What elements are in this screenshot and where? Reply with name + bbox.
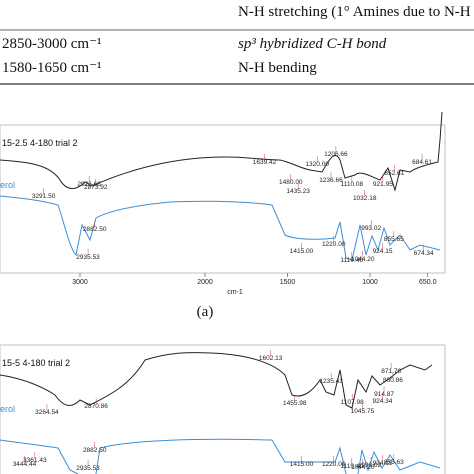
peak-label: 1236.66 — [319, 177, 343, 184]
peak-label: 1107.98 — [341, 399, 364, 406]
peak-label: 914.87 — [374, 391, 394, 398]
peak-label: 993.02 — [361, 225, 381, 232]
peak-label: 3291.50 — [32, 193, 56, 200]
peak-label: 1415.00 — [290, 461, 314, 468]
peak-label: 1435.23 — [286, 188, 310, 195]
peak-label: 924.15 — [373, 248, 393, 255]
peak-label: 855.65 — [384, 236, 404, 243]
peak-label: 1045.75 — [351, 408, 375, 415]
peak-label: 921.95 — [373, 181, 393, 188]
plot-frame — [0, 344, 446, 474]
peak-label: 1639.42 — [253, 159, 277, 166]
peak-label: 674.34 — [414, 250, 434, 257]
peak-label: 860.86 — [383, 377, 403, 384]
peak-label: 2935.53 — [76, 465, 100, 472]
peak-label: 1220.00 — [322, 461, 346, 468]
axis-label: cm-1 — [227, 289, 243, 296]
peak-label: 3264.54 — [35, 409, 59, 416]
peak-label: 1220.00 — [322, 241, 346, 248]
peak-label: 1602.13 — [259, 355, 283, 362]
peak-label: 1044.20 — [351, 256, 375, 263]
peak-label: 1110.40 — [341, 257, 364, 264]
reference-spectrum — [0, 438, 441, 474]
peak-label: 993.02 — [361, 462, 381, 469]
sample-spectrum — [0, 352, 433, 409]
table-cell: 2850-3000 cm⁻¹ — [2, 36, 102, 52]
peak-label: 2882.50 — [83, 226, 107, 233]
peak-label: 2882.50 — [83, 447, 107, 454]
plot-frame — [0, 124, 446, 274]
peak-label: 852.61 — [384, 170, 404, 177]
peak-label: 2870.86 — [84, 403, 108, 410]
peak-label: 855.63 — [384, 459, 404, 466]
peak-label: 1110.40 — [341, 463, 364, 470]
axis-tick-label: 650.0 — [419, 279, 437, 286]
sample-label: 15-2.5 4-180 trial 2 — [2, 138, 78, 148]
caption: (a) — [197, 304, 214, 320]
peak-label: 1320.00 — [305, 161, 329, 168]
sample-spectrum — [0, 111, 443, 192]
peak-label: 1032.18 — [353, 195, 377, 202]
peak-label: 1235.43 — [319, 378, 343, 385]
axis-tick-label: 1000 — [362, 279, 378, 286]
peak-label: 1480.00 — [279, 179, 303, 186]
peak-label: 2935.53 — [76, 254, 100, 261]
reference-spectrum — [0, 195, 441, 261]
table-cell: N-H bending — [238, 60, 317, 76]
peak-label: 2873.92 — [84, 184, 108, 191]
peak-label: 1206.66 — [324, 151, 348, 158]
peak-label: 924.34 — [373, 398, 393, 405]
peak-label: 924.15 — [373, 460, 393, 467]
peak-label: 1415.00 — [290, 248, 314, 255]
peak-label: 1455.98 — [283, 400, 307, 407]
peak-label: 684.61 — [412, 159, 432, 166]
table-cell: sp³ hybridized C-H bond — [238, 36, 387, 52]
peak-label: 3361.43 — [23, 457, 47, 464]
sample-label: 15-5 4-180 trial 2 — [2, 358, 70, 368]
peak-label: 3444.44 — [13, 461, 37, 468]
peak-label: 1044.20 — [351, 464, 375, 471]
peak-label: 871.76 — [381, 368, 401, 375]
peak-label: 1110.08 — [341, 181, 364, 188]
reference-label: glycerol — [0, 404, 15, 414]
axis-tick-label: 3000 — [72, 279, 88, 286]
axis-tick-label: 2000 — [197, 279, 213, 286]
table-cell: N-H stretching (1° Amines due to N-H ben… — [238, 4, 474, 20]
reference-label: glycerol — [0, 180, 15, 190]
axis-tick-label: 1500 — [280, 279, 296, 286]
table-cell: 1580-1650 cm⁻¹ — [2, 60, 102, 76]
peak-label: 2926.66 — [77, 181, 101, 188]
